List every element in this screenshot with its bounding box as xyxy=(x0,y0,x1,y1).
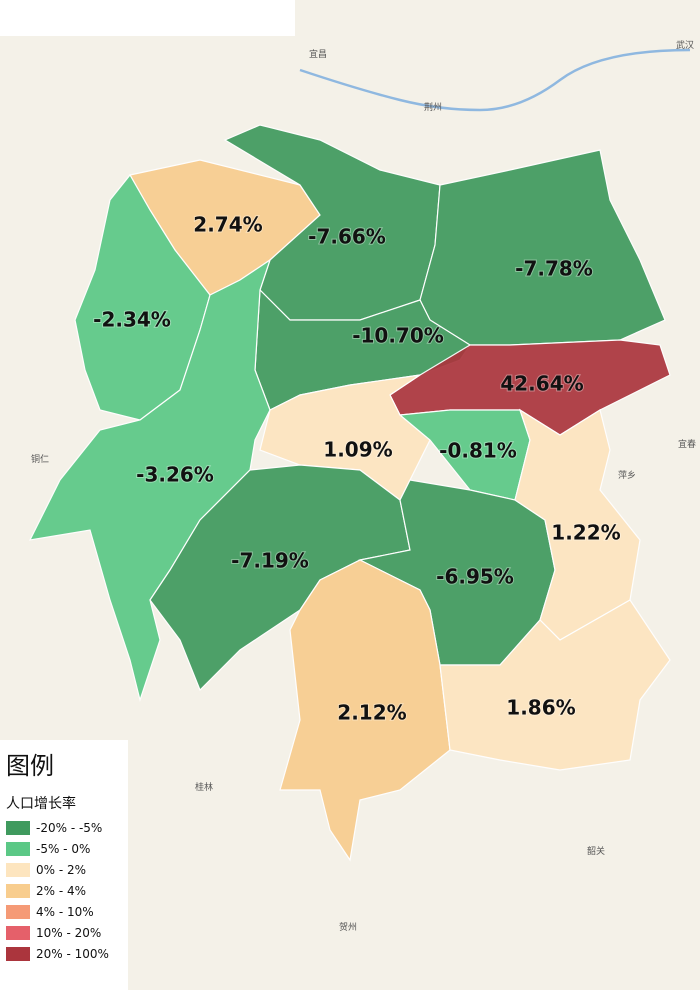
region xyxy=(439,599,671,771)
region-label: -3.26% xyxy=(136,463,214,487)
region xyxy=(279,559,451,862)
river xyxy=(299,48,691,112)
legend-swatch xyxy=(6,904,30,919)
legend-label: 2% - 4% xyxy=(36,883,87,898)
region-label: 1.09% xyxy=(323,438,392,462)
legend-swatch xyxy=(6,862,30,877)
blank-panel xyxy=(0,0,295,36)
legend-label: 0% - 2% xyxy=(36,862,87,877)
place-name: 宜春 xyxy=(678,438,696,450)
region-label: -2.34% xyxy=(93,308,171,332)
legend-subtitle: 人口增长率 xyxy=(6,796,76,812)
place-name: 萍乡 xyxy=(618,470,636,481)
region xyxy=(419,149,666,346)
region-label: -0.81% xyxy=(439,439,517,463)
legend-swatch xyxy=(6,841,30,856)
legend-title: 图例 xyxy=(6,752,54,780)
legend-item: 0% - 2% xyxy=(6,859,128,880)
legend-item: 20% - 100% xyxy=(6,943,128,964)
legend-item: 2% - 4% xyxy=(6,880,128,901)
legend-label: -20% - -5% xyxy=(36,820,103,835)
legend-item: -5% - 0% xyxy=(6,838,128,859)
legend: 图例 人口增长率 -20% - -5% -5% - 0% 0% - 2% 2% - 4… xyxy=(0,740,128,990)
legend-item: 4% - 10% xyxy=(6,901,128,922)
region-label: 1.22% xyxy=(551,521,620,545)
region-label: 1.86% xyxy=(506,696,575,720)
place-name: 韶关 xyxy=(587,845,605,857)
region-label: 2.74% xyxy=(193,213,262,237)
region-label: -7.78% xyxy=(515,257,593,281)
legend-swatch xyxy=(6,883,30,898)
place-name: 桂林 xyxy=(195,781,213,793)
region-label: -7.66% xyxy=(308,225,386,249)
legend-label: 20% - 100% xyxy=(36,946,109,961)
legend-label: 4% - 10% xyxy=(36,904,94,919)
region-label: 42.64% xyxy=(500,372,583,396)
legend-label: -5% - 0% xyxy=(36,841,91,856)
legend-swatch xyxy=(6,925,30,940)
region-label: -6.95% xyxy=(436,565,514,589)
region-label: 2.12% xyxy=(337,701,406,725)
region-label: -10.70% xyxy=(352,324,444,348)
legend-item: -20% - -5% xyxy=(6,817,128,838)
legend-item: 10% - 20% xyxy=(6,922,128,943)
place-name: 宜昌 xyxy=(309,48,327,60)
legend-swatch xyxy=(6,820,30,835)
place-name: 荆州 xyxy=(424,101,442,113)
region-label: -7.19% xyxy=(231,549,309,573)
place-name: 铜仁 xyxy=(31,453,49,465)
place-name: 武汉 xyxy=(676,39,694,51)
legend-label: 10% - 20% xyxy=(36,925,102,940)
legend-swatch xyxy=(6,946,30,961)
place-name: 贺州 xyxy=(339,921,357,933)
